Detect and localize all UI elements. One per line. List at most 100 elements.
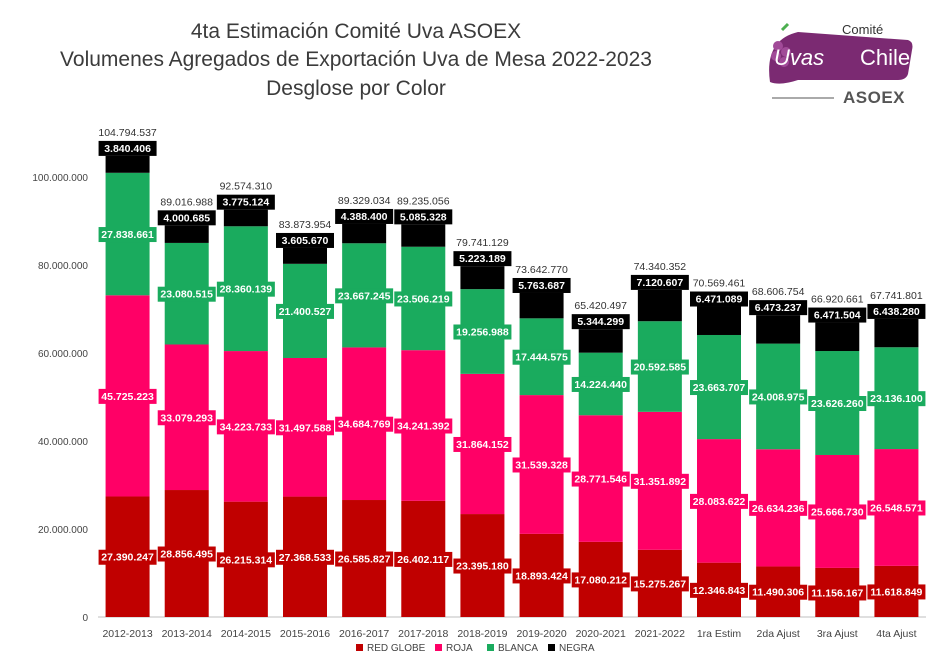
x-tick-label: 2020-2021 <box>576 628 626 640</box>
data-label: 6.473.237 <box>755 302 802 314</box>
data-label: 23.667.245 <box>338 290 391 302</box>
data-label-box <box>335 551 394 567</box>
data-label: 6.471.089 <box>696 294 743 306</box>
data-label-box <box>630 473 689 489</box>
data-label: 23.080.515 <box>160 289 213 301</box>
bar-segment <box>697 306 741 335</box>
total-label: 66.920.661 <box>811 294 864 306</box>
bar-segment <box>578 329 623 353</box>
total-label: 74.340.352 <box>634 261 687 273</box>
bar-segment <box>164 225 209 243</box>
logo-chile-text: Chile <box>860 45 911 70</box>
data-label: 26.634.236 <box>752 503 805 515</box>
legend-label: ROJA <box>446 643 473 654</box>
y-tick-label: 100.000.000 <box>32 173 88 184</box>
data-label-box <box>276 303 334 319</box>
data-label: 20.592.585 <box>634 362 687 374</box>
x-tick-label: 3ra Ajust <box>817 628 858 640</box>
data-label-box <box>630 274 689 290</box>
data-label: 28.771.546 <box>574 474 627 486</box>
x-tick-label: 1ra Estim <box>697 628 742 640</box>
total-label: 83.873.954 <box>279 219 332 231</box>
total-label: 65.420.497 <box>574 300 627 312</box>
data-label-box <box>157 546 216 562</box>
data-label: 31.351.892 <box>634 476 687 488</box>
data-label-box <box>512 568 571 584</box>
x-tick-label: 4ta Ajust <box>876 628 916 640</box>
x-tick-label: 2017-2018 <box>398 628 448 640</box>
total-label: 79.741.129 <box>456 237 509 249</box>
total-label: 68.606.754 <box>752 286 805 298</box>
data-label-box <box>98 227 157 243</box>
data-label-box <box>453 558 512 574</box>
data-label: 5.085.328 <box>400 211 447 223</box>
data-label-box <box>276 420 334 436</box>
data-label: 23.395.180 <box>456 561 509 573</box>
data-label: 15.275.267 <box>634 578 687 590</box>
data-label: 3.605.670 <box>282 235 329 247</box>
data-label-box <box>157 410 216 426</box>
legend-label: NEGRA <box>559 643 595 654</box>
data-label-box <box>690 380 748 396</box>
data-label: 17.444.575 <box>515 352 568 364</box>
data-label: 11.490.306 <box>752 587 804 599</box>
chart-title-line1: 4ta Estimación Comité Uva ASOEX <box>190 20 522 43</box>
bar-segment <box>401 224 446 247</box>
data-label-box <box>630 576 689 592</box>
data-label-box <box>394 209 453 225</box>
data-label-box <box>335 208 394 224</box>
data-label-box <box>453 436 512 452</box>
bar-segment <box>460 266 505 290</box>
data-label-box <box>867 391 926 407</box>
total-label: 89.329.034 <box>338 195 391 207</box>
data-label: 34.223.733 <box>220 421 273 433</box>
data-label-box <box>335 416 394 432</box>
total-label: 89.235.056 <box>397 195 450 207</box>
data-label-box <box>335 288 394 304</box>
x-tick-label: 2013-2014 <box>162 628 212 640</box>
x-tick-label: 2019-2020 <box>516 628 566 640</box>
data-label: 14.224.440 <box>574 379 627 391</box>
data-label-box <box>512 349 571 365</box>
data-label-box <box>571 471 630 487</box>
data-label-box <box>394 551 453 567</box>
total-label: 70.569.461 <box>693 277 746 289</box>
data-label-box <box>808 585 867 601</box>
data-label-box <box>867 303 926 319</box>
data-label: 18.893.424 <box>515 570 568 582</box>
data-label: 26.402.117 <box>397 554 449 566</box>
data-label: 26.585.827 <box>338 554 391 566</box>
logo-uvas-text: Uvas <box>774 45 825 70</box>
data-label: 11.156.167 <box>811 587 863 599</box>
data-label: 7.120.607 <box>636 277 683 289</box>
data-label: 21.400.527 <box>279 306 332 318</box>
data-label-box <box>571 376 630 392</box>
data-label: 12.346.843 <box>693 585 746 597</box>
data-label-box <box>216 281 275 297</box>
data-label: 23.626.260 <box>811 398 864 410</box>
bar-segment <box>815 322 860 352</box>
data-label-box <box>453 251 512 267</box>
data-label: 5.344.299 <box>577 316 624 328</box>
data-label-box <box>216 552 275 568</box>
data-label-box <box>98 388 157 404</box>
bar-segment <box>637 289 682 322</box>
data-label: 3.840.406 <box>104 143 151 155</box>
data-label-box <box>749 389 808 405</box>
y-tick-label: 0 <box>82 613 88 624</box>
data-label-box <box>157 210 216 226</box>
logo-comite-text: Comité <box>842 22 884 37</box>
data-label-box <box>157 286 216 302</box>
legend-swatch <box>356 644 363 651</box>
bar-segment <box>283 247 327 264</box>
x-tick-label: 2021-2022 <box>635 628 685 640</box>
data-label: 26.215.314 <box>220 554 273 566</box>
legend-swatch <box>435 644 442 651</box>
data-label: 45.725.223 <box>101 391 154 403</box>
data-label-box <box>98 140 157 156</box>
data-label: 34.241.392 <box>397 420 450 432</box>
data-label: 23.506.219 <box>397 293 450 305</box>
data-label: 6.438.280 <box>873 306 920 318</box>
legend-swatch <box>487 644 494 651</box>
data-label-box <box>571 572 630 588</box>
